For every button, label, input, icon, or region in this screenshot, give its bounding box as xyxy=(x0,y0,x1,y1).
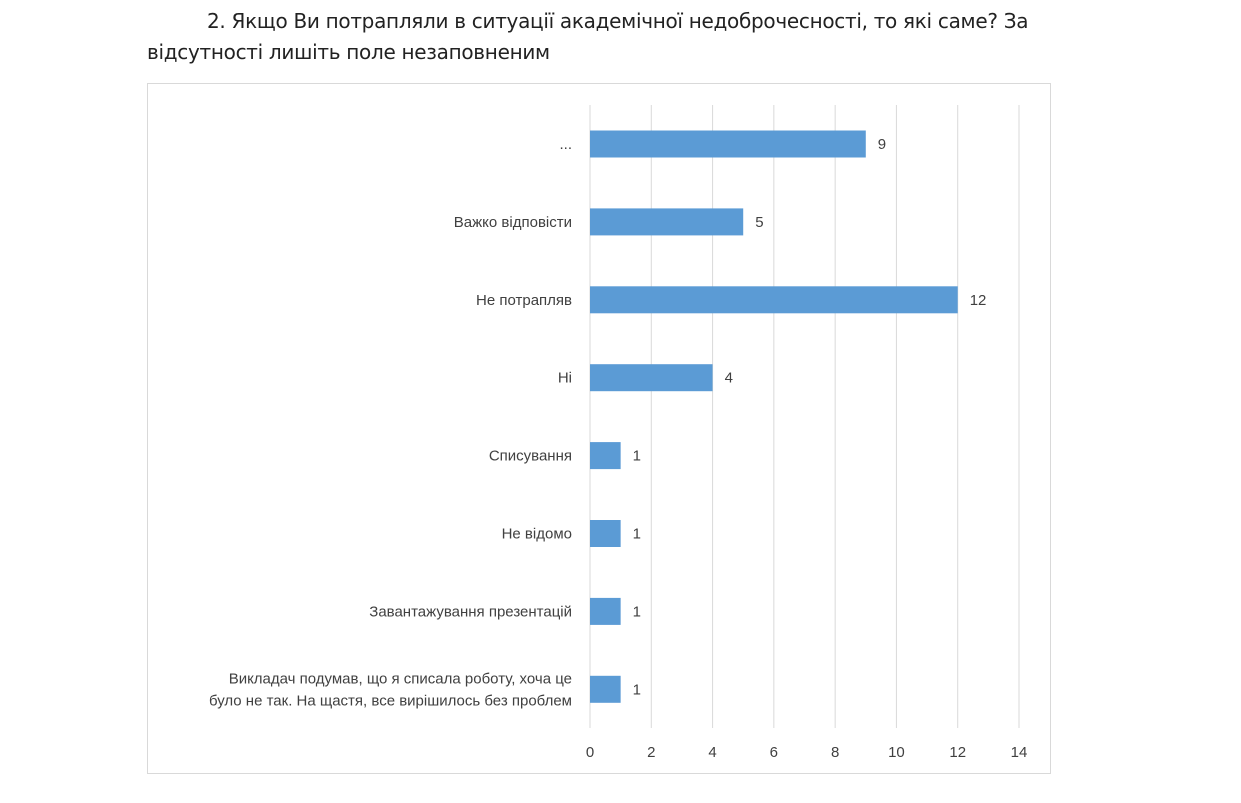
chart-title-line-2: відсутності лишіть поле незаповненим xyxy=(147,40,550,64)
bar xyxy=(590,364,713,392)
data-label: 12 xyxy=(970,292,987,309)
category-label: було не так. На щастя, все вирішилось бе… xyxy=(209,692,572,709)
category-label: Не відомо xyxy=(502,526,572,543)
data-label: 1 xyxy=(633,448,641,465)
bar xyxy=(590,597,621,625)
bar xyxy=(590,675,621,703)
data-label: 5 xyxy=(755,214,763,231)
category-label: Викладач подумав, що я списала роботу, х… xyxy=(229,670,572,687)
bar xyxy=(590,208,744,236)
x-tick-label: 14 xyxy=(1011,744,1028,761)
x-tick-label: 2 xyxy=(647,744,655,761)
category-label: ... xyxy=(559,136,572,153)
x-tick-label: 10 xyxy=(888,744,905,761)
chart-title-line-1: 2. Якщо Ви потрапляли в ситуації академі… xyxy=(207,9,1029,33)
data-label: 1 xyxy=(633,681,641,698)
x-tick-label: 12 xyxy=(949,744,966,761)
x-tick-label: 8 xyxy=(831,744,839,761)
category-label: Списування xyxy=(489,448,572,465)
category-label: Не потрапляв xyxy=(476,292,572,309)
x-tick-label: 0 xyxy=(586,744,594,761)
x-tick-label: 4 xyxy=(708,744,716,761)
data-label: 9 xyxy=(878,136,886,153)
chart-frame xyxy=(147,83,1051,774)
data-label: 4 xyxy=(725,370,733,387)
data-label: 1 xyxy=(633,603,641,620)
category-label: Важко відповісти xyxy=(454,214,572,231)
category-label: Завантажування презентацій xyxy=(369,603,572,620)
data-label: 1 xyxy=(633,526,641,543)
category-label: Ні xyxy=(558,370,572,387)
bar xyxy=(590,130,866,158)
bar xyxy=(590,442,621,470)
bar xyxy=(590,520,621,547)
x-tick-label: 6 xyxy=(770,744,778,761)
bar xyxy=(590,286,958,314)
chart-title: 2. Якщо Ви потрапляли в ситуації академі… xyxy=(147,6,1167,68)
